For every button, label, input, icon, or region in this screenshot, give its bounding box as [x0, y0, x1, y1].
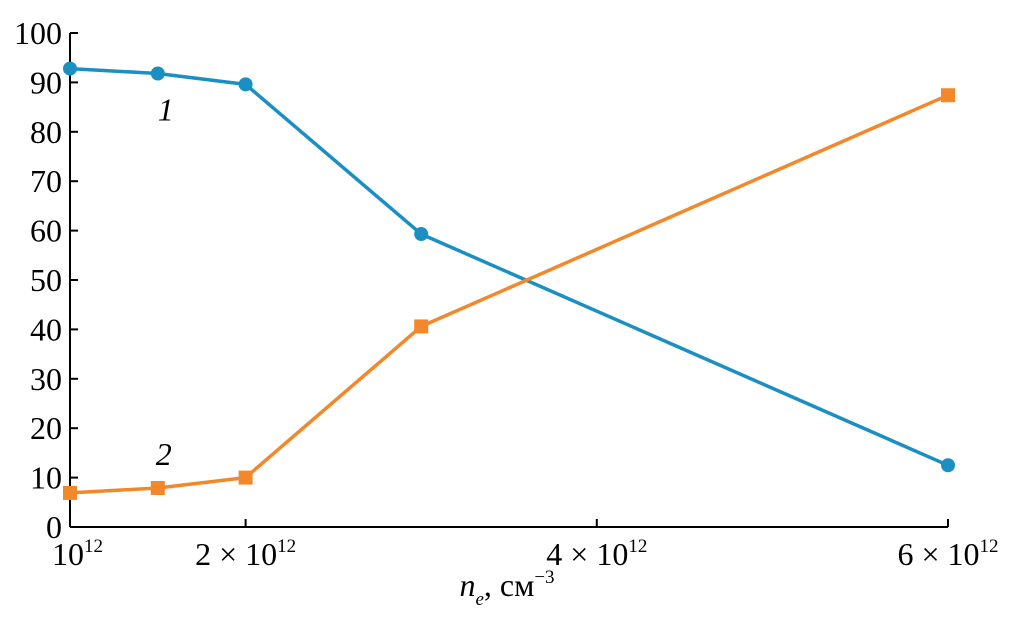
series-2-point — [150, 480, 165, 495]
y-tick-label: 0 — [46, 509, 62, 545]
series-2-point — [941, 88, 955, 103]
series-1-line — [69, 66, 949, 467]
x-axis-title: ne, см−3 — [459, 567, 554, 610]
series-2-point — [238, 470, 253, 485]
series-1-label: 1 — [158, 92, 174, 128]
y-tick-label: 20 — [30, 410, 62, 446]
y-tick-label: 60 — [30, 213, 62, 249]
series-1-point — [150, 66, 165, 81]
series-2-line — [69, 93, 949, 495]
y-tick-label: 40 — [30, 311, 62, 347]
y-tick-label: 70 — [30, 163, 62, 199]
y-tick-label: 80 — [30, 114, 62, 150]
x-tick-label: 6 × 1012 — [897, 536, 998, 572]
y-tick-label: 50 — [30, 262, 62, 298]
series-1-point — [414, 227, 429, 242]
y-tick-label: 30 — [30, 361, 62, 397]
x-tick-label: 4 × 1012 — [546, 536, 647, 572]
series-1-point — [238, 77, 253, 92]
axes: 0 10 20 30 40 50 60 70 80 90 100 1012 2 × 1012 4 × 10… — [14, 15, 999, 572]
series-2-point — [63, 485, 77, 500]
series-1-point — [941, 458, 955, 473]
x-tick-label: 1012 — [52, 536, 103, 572]
series-1-point — [63, 61, 77, 76]
series-layer — [63, 61, 955, 500]
y-tick-label: 100 — [14, 15, 62, 51]
series-2-label: 2 — [156, 436, 172, 472]
series-2-point — [414, 319, 429, 334]
y-tick-label: 10 — [30, 460, 62, 496]
labels-layer: ne, см−3 1 2 — [156, 92, 555, 610]
y-tick-label: 90 — [30, 64, 62, 100]
x-tick-label: 2 × 1012 — [195, 536, 296, 572]
